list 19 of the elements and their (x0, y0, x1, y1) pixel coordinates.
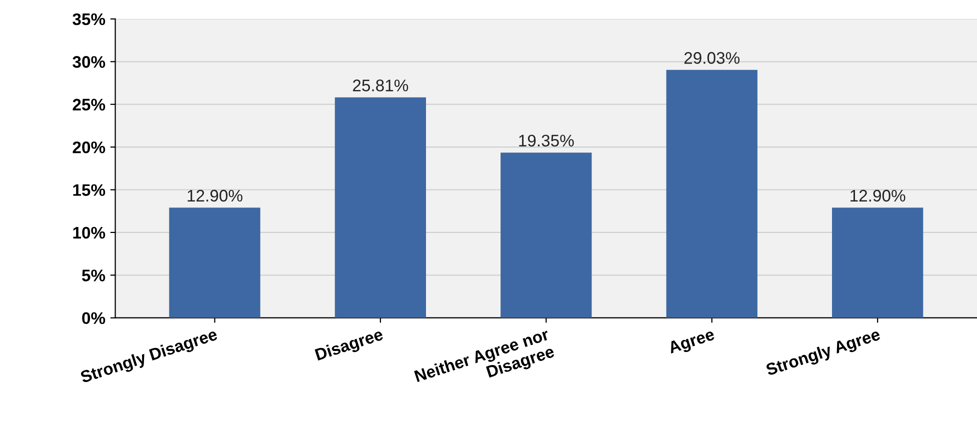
data-label: 19.35% (519, 134, 574, 147)
x-tick-label: Agree (667, 328, 716, 357)
y-tick-label: 20% (72, 141, 106, 154)
data-label: 29.03% (684, 52, 740, 64)
bar (334, 97, 426, 318)
bar (500, 152, 592, 318)
data-label: 12.90% (850, 190, 906, 202)
data-label: 12.90% (188, 190, 242, 202)
y-tick-label: 30% (72, 56, 106, 68)
bar (666, 70, 758, 318)
y-tick-label: 10% (73, 226, 106, 239)
data-label: 25.81% (353, 80, 408, 92)
y-tick-label: 25% (72, 98, 106, 111)
bar (832, 208, 924, 318)
y-tick-label: 15% (73, 184, 106, 196)
y-tick-label: 0% (82, 312, 106, 324)
bar (169, 208, 260, 318)
y-tick-label: 5% (82, 270, 106, 282)
y-tick-label: 35% (72, 13, 106, 26)
